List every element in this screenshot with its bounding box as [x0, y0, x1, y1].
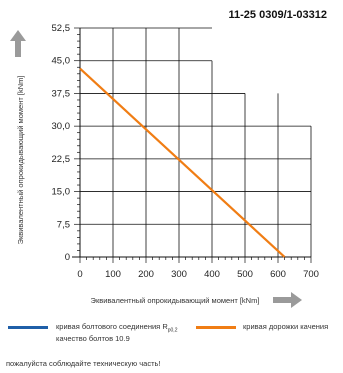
x-tick-label: 400 [204, 269, 220, 280]
ticks: 0 7,5 15,0 22,5 30,0 37,5 45,0 52,5 0 100 200 300 40… [52, 23, 319, 280]
x-tick-label: 0 [77, 269, 82, 280]
grid [80, 27, 312, 257]
legend-swatch-race [196, 326, 236, 329]
axis-arrows [10, 30, 302, 308]
x-tick-label: 600 [270, 269, 286, 280]
y-tick-label: 52,5 [52, 23, 71, 34]
y-tick-label: 30,0 [52, 121, 71, 132]
series-group [79, 67, 286, 258]
x-tick-label: 700 [303, 269, 319, 280]
x-tick-label: 300 [171, 269, 187, 280]
series-line-race [79, 67, 286, 258]
x-axis-label: Эквивалентный опрокидывающий момент [kNm… [91, 296, 260, 305]
axes [72, 28, 311, 258]
y-tick-label: 45,0 [52, 56, 71, 67]
y-tick-label: 0 [65, 252, 70, 263]
y-tick-label: 7,5 [57, 219, 70, 230]
y-tick-label: 22,5 [52, 154, 71, 165]
x-tick-label: 100 [105, 269, 121, 280]
legend-race-label: кривая дорожки качения [243, 322, 329, 331]
legend-bolt-label: кривая болтового соединения Rp0,2 [56, 322, 177, 336]
y-axis-arrow-shaft [15, 41, 21, 57]
y-tick-label: 15,0 [52, 187, 71, 198]
drawing-number: 11-25 0309/1-03312 [228, 9, 327, 21]
legend-bolt-label2: качество болтов 10.9 [56, 334, 130, 343]
legend-bolt-sub: p0,2 [167, 327, 178, 334]
legend-bolt-text: кривая болтового соединения R [56, 322, 168, 331]
technical-note: пожалуйста соблюдайте техническую часть! [6, 359, 161, 368]
x-axis-arrow-shaft [273, 297, 291, 303]
x-tick-label: 200 [138, 269, 154, 280]
y-tick-label: 37,5 [52, 88, 71, 99]
y-axis-arrow-icon [10, 30, 26, 41]
x-tick-label: 500 [237, 269, 253, 280]
x-axis-arrow-icon [291, 292, 302, 308]
legend-swatch-bolt [8, 326, 48, 329]
y-axis-label: Эквивалентный опрокидывающий момент [kNm… [16, 76, 25, 245]
